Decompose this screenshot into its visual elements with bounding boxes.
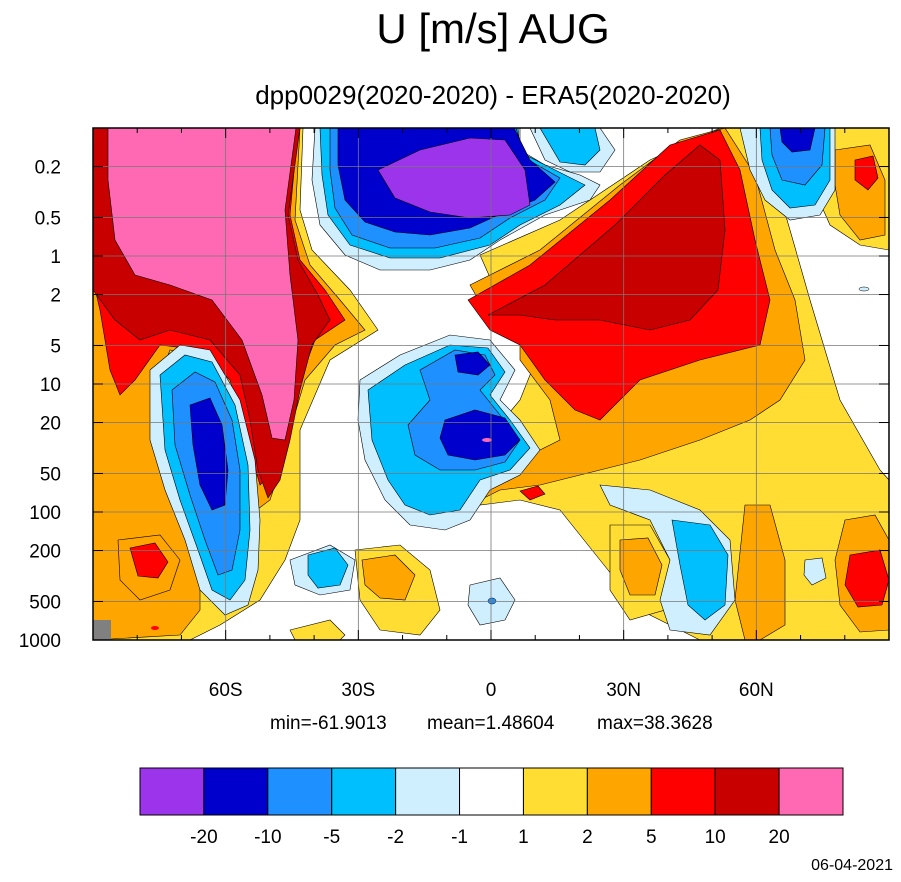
contour-region — [307, 547, 349, 589]
colorbar-label: -1 — [451, 827, 468, 848]
plot-area — [93, 128, 889, 640]
y-tick-label: 0.5 — [35, 208, 61, 229]
contour-region — [482, 438, 492, 442]
colorbar-box — [522, 767, 588, 816]
contour-region — [189, 397, 229, 511]
colorbar-labels: -20 -10 -5 -2 -1 1 2 5 10 20 — [190, 827, 789, 848]
date-label: 06-04-2021 — [811, 857, 893, 874]
x-tick-label: 60S — [209, 680, 243, 701]
x-tick-label: 30N — [606, 680, 641, 701]
colorbar-label: -2 — [387, 827, 404, 848]
stat-mean: mean=1.48604 — [427, 713, 555, 734]
x-tick-label: 30S — [341, 680, 375, 701]
colorbar-label: 5 — [646, 827, 657, 848]
y-tick-label: 1000 — [19, 631, 61, 652]
y-tick-labels: 0.2 0.5 1 2 5 10 20 50 100 200 500 1000 — [19, 158, 61, 652]
contour-region — [519, 485, 546, 501]
colorbar-box — [139, 767, 205, 816]
contour-region — [779, 128, 816, 153]
y-tick-label: 200 — [29, 542, 61, 563]
chart-title: U [m/s] AUG — [376, 5, 609, 52]
contour-region — [289, 619, 346, 640]
colorbar-box — [714, 767, 780, 816]
y-tick-label: 10 — [40, 375, 61, 396]
y-tick-label: 50 — [40, 464, 61, 485]
stats-line: min=-61.9013 mean=1.48604 max=38.3628 — [270, 713, 713, 734]
colorbar-box — [395, 767, 461, 816]
contour-region — [361, 554, 416, 601]
x-tick-label: 0 — [486, 680, 497, 701]
colorbar — [139, 767, 844, 816]
colorbar-label: 1 — [518, 827, 529, 848]
colorbar-label: 10 — [705, 827, 726, 848]
colorbar-box — [778, 767, 844, 816]
contour-region — [377, 137, 531, 219]
contour-region — [734, 504, 786, 640]
stat-min: min=-61.9013 — [270, 713, 387, 734]
colorbar-label: -20 — [190, 827, 217, 848]
contour-region — [858, 286, 870, 292]
colorbar-label: -5 — [323, 827, 340, 848]
x-tick-label: 60N — [739, 680, 774, 701]
gridlines — [93, 128, 889, 640]
y-tick-label: 1 — [50, 247, 61, 268]
y-tick-label: 2 — [50, 286, 61, 307]
stat-max: max=38.3628 — [597, 713, 713, 734]
colorbar-box — [267, 767, 333, 816]
colorbar-box — [650, 767, 716, 816]
y-tick-label: 20 — [40, 414, 61, 435]
contour-region — [539, 128, 601, 166]
colorbar-box — [586, 767, 652, 816]
contour-region — [671, 519, 729, 621]
colorbar-label: -10 — [254, 827, 281, 848]
colorbar-label: 20 — [769, 827, 790, 848]
y-tick-label: 5 — [50, 336, 61, 357]
y-tick-label: 500 — [29, 592, 61, 613]
colorbar-label: 2 — [582, 827, 593, 848]
axis-ticks — [93, 128, 889, 641]
missing-data-patch — [93, 620, 111, 640]
chart-subtitle: dpp0029(2020-2020) - ERA5(2020-2020) — [255, 80, 731, 110]
contour-region — [854, 155, 879, 191]
y-tick-label: 100 — [29, 503, 61, 524]
contour-region — [107, 128, 299, 441]
contour-region — [151, 626, 159, 630]
contour-region — [129, 542, 169, 579]
contour-region — [487, 597, 497, 605]
contour-region — [803, 557, 827, 586]
contour-region — [454, 351, 491, 376]
contour-region — [619, 537, 663, 596]
colorbar-box — [203, 767, 269, 816]
y-tick-label: 0.2 — [35, 158, 61, 179]
contour-region — [844, 549, 889, 608]
colorbar-box — [459, 767, 524, 816]
colorbar-box — [331, 767, 397, 816]
x-tick-labels: 60S 30S 0 30N 60N — [209, 680, 774, 701]
